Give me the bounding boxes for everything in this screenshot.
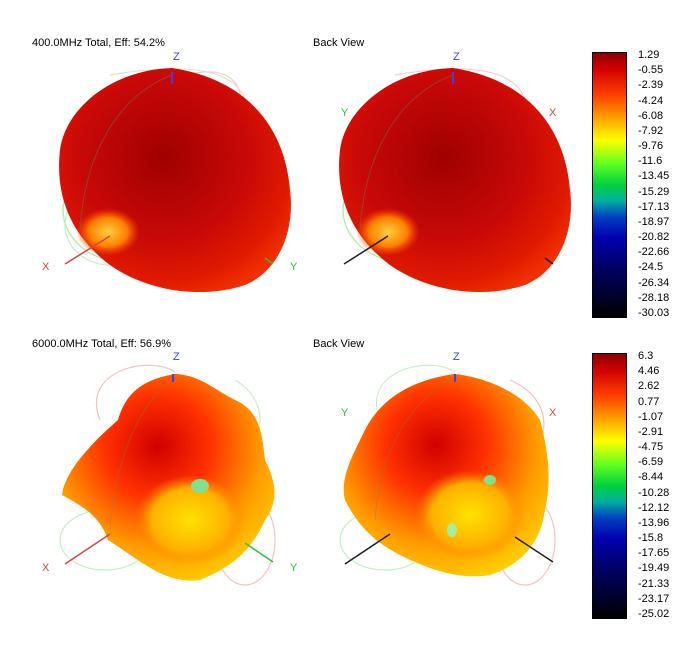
- color-scale-6000mhz: 6.3 4.46 2.62 0.77 -1.07 -2.91 -4.75 -6.59 -8.44…: [592, 350, 692, 621]
- color-scale-tick-label: -24.5: [638, 261, 664, 273]
- color-scale-tick-label: -2.91: [638, 426, 664, 438]
- color-scale-bar: [592, 52, 627, 318]
- x-axis-label: X: [42, 261, 50, 273]
- color-scale-tick-label: -28.18: [638, 292, 670, 304]
- color-scale-tick-label: -13.45: [638, 170, 670, 182]
- color-scale-tick-label: -17.13: [638, 201, 670, 213]
- color-scale-tick-label: 2.62: [638, 380, 660, 392]
- z-axis-label: Z: [173, 51, 180, 63]
- color-scale-tick-label: -2.39: [638, 79, 664, 91]
- color-scale-tick-label: -1.07: [638, 411, 664, 423]
- color-scale-tick-label: 4.46: [638, 365, 660, 377]
- y-axis-label: Y: [341, 107, 349, 119]
- z-axis-label: Z: [453, 51, 460, 63]
- color-scale-tick-label: -18.97: [638, 216, 670, 228]
- color-scale-tick-label: -19.49: [638, 562, 670, 574]
- color-scale-tick-label: -7.92: [638, 125, 664, 137]
- color-scale-tick-label: -15.29: [638, 186, 670, 198]
- chart-title-6000mhz: 6000.0MHz Total, Eff: 56.9%: [32, 338, 172, 350]
- color-scale-tick-label: -13.96: [638, 517, 670, 529]
- x-axis-label: X: [549, 107, 557, 119]
- y-axis-label: Y: [341, 407, 349, 419]
- color-scale-tick-label: -17.65: [638, 547, 670, 559]
- color-scale-tick-label: -12.12: [638, 502, 670, 514]
- pattern-6000mhz-front: [59, 364, 276, 586]
- color-scale-400mhz: 1.29 -0.55 -2.39 -4.24 -6.08 -7.92 -9.76 -11.6 -…: [592, 49, 692, 320]
- chart-title-400mhz: 400.0MHz Total, Eff: 54.2%: [32, 37, 165, 49]
- color-scale-tick-label: -23.17: [638, 593, 670, 605]
- back-view-label-6000mhz: Back View: [313, 338, 365, 350]
- y-axis-label: Y: [290, 261, 298, 273]
- color-scale-tick-label: -10.28: [638, 487, 670, 499]
- color-scale-tick-label: 0.77: [638, 396, 660, 408]
- pattern-6000mhz-back: [339, 364, 556, 586]
- x-axis-label: X: [42, 562, 50, 574]
- color-scale-tick-label: -8.44: [638, 471, 664, 483]
- color-scale-tick-label: -25.02: [638, 608, 670, 620]
- color-scale-tick-label: -9.76: [638, 140, 664, 152]
- color-scale-tick-label: 1.29: [638, 49, 660, 61]
- back-view-label-400mhz: Back View: [313, 37, 365, 49]
- color-scale-tick-label: -20.82: [638, 231, 670, 243]
- color-scale-tick-label: -21.33: [638, 578, 670, 590]
- z-axis-label: Z: [453, 351, 460, 363]
- color-scale-tick-label: 6.3: [638, 350, 654, 362]
- color-scale-bar: [592, 353, 627, 619]
- x-axis-label: X: [549, 407, 557, 419]
- color-scale-tick-label: -30.03: [638, 307, 670, 319]
- color-scale-tick-label: -0.55: [638, 64, 664, 76]
- color-scale-tick-label: -15.8: [638, 532, 664, 544]
- y-axis-label: Y: [290, 562, 298, 574]
- color-scale-tick-label: -4.75: [638, 441, 664, 453]
- z-axis-label: Z: [173, 351, 180, 363]
- color-scale-tick-label: -6.59: [638, 456, 664, 468]
- color-scale-tick-label: -4.24: [638, 95, 664, 107]
- pattern-400mhz-back: [339, 68, 571, 293]
- color-scale-tick-label: -26.34: [638, 277, 670, 289]
- color-scale-tick-label: -11.6: [638, 155, 663, 167]
- color-scale-tick-label: -6.08: [638, 110, 664, 122]
- color-scale-tick-label: -22.66: [638, 246, 670, 258]
- pattern-400mhz-front: [59, 68, 291, 293]
